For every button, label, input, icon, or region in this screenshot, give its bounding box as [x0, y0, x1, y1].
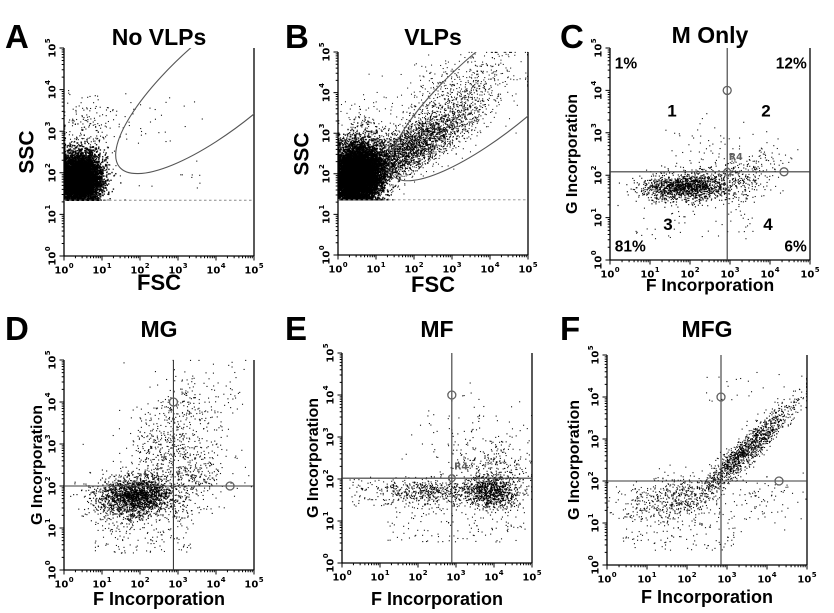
panel-f-mfg: F MFG F Incorporation G Incorporation: [555, 300, 834, 613]
x-axis-label-b: FSC: [411, 272, 455, 297]
y-axis-label-a: SSC: [15, 130, 39, 174]
x-axis-label-c: F Incorporation: [645, 275, 775, 295]
y-axis-label-e: G Incorporation: [305, 398, 322, 518]
panel-title-f: MFG: [681, 316, 733, 342]
panel-d-mg: D MG F Incorporation G Incorporation: [0, 300, 280, 613]
x-axis-label-f: F Incorporation: [641, 587, 773, 607]
y-axis-label-f: G Incorporation: [566, 400, 583, 520]
x-axis-label-a: FSC: [137, 270, 181, 295]
y-axis-label-c: G Incorporation: [564, 94, 581, 214]
x-axis-label-d: F Incorporation: [93, 589, 225, 609]
panel-title-e: MF: [420, 316, 454, 342]
panel-e-mf: E MF F Incorporation G Incorporation: [280, 300, 555, 613]
panel-c-m-only: C M Only F Incorporation G Incorporation: [555, 0, 834, 300]
x-axis-label-e: F Incorporation: [371, 589, 503, 609]
scatter-plot-e: [280, 300, 555, 613]
scatter-plot-c: [555, 0, 834, 300]
panel-letter-d: D: [5, 310, 29, 347]
y-axis-label-d: G Incorporation: [29, 405, 46, 525]
panel-title-d: MG: [140, 316, 178, 342]
panel-letter-b: B: [285, 18, 309, 55]
panel-title-c: M Only: [671, 22, 749, 48]
scatter-plot-a: [0, 0, 280, 300]
scatter-plot-f: [555, 300, 834, 613]
panel-letter-c: C: [560, 18, 584, 55]
scatter-plot-d: [0, 300, 280, 613]
panel-letter-f: F: [560, 310, 581, 347]
panel-letter-a: A: [5, 18, 29, 55]
panel-letter-e: E: [285, 310, 308, 347]
panel-a-no-vlps: A No VLPs FSC SSC: [0, 0, 280, 300]
scatter-plot-b: [280, 0, 555, 300]
panel-b-vlps: B VLPs FSC SSC: [280, 0, 555, 300]
panel-title-b: VLPs: [404, 24, 462, 50]
y-axis-label-b: SSC: [290, 131, 314, 176]
panel-title-a: No VLPs: [111, 24, 207, 50]
